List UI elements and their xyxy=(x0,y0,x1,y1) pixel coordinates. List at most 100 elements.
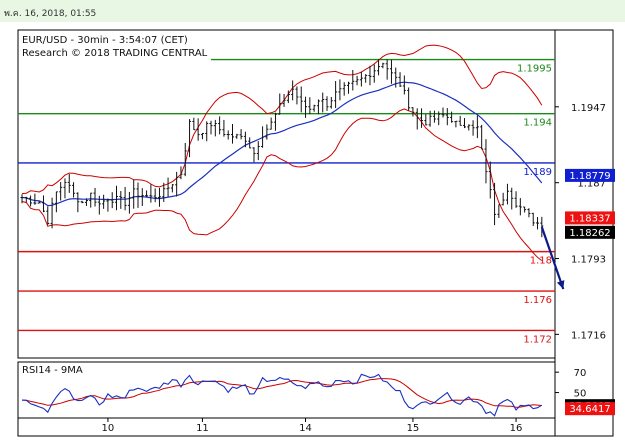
x-tick-label: 15 xyxy=(407,423,420,434)
candle xyxy=(441,107,445,118)
bollinger-lower xyxy=(21,108,543,261)
candle xyxy=(394,67,398,88)
candle xyxy=(29,195,33,207)
candle xyxy=(514,191,518,208)
candle xyxy=(493,182,497,226)
candle xyxy=(213,119,217,137)
price-tag-label: 1.18262 xyxy=(569,228,610,239)
candle xyxy=(355,75,359,86)
candle xyxy=(20,194,24,204)
candle xyxy=(200,132,204,140)
candle xyxy=(342,82,346,96)
price-tag-bg xyxy=(565,168,615,182)
forecast-arrowhead xyxy=(556,280,565,290)
candle xyxy=(389,59,393,84)
candle xyxy=(54,191,58,213)
bollinger-upper xyxy=(21,44,543,195)
candle xyxy=(458,115,462,126)
y-tick-label: 1.1793 xyxy=(571,255,606,266)
candle xyxy=(188,119,192,158)
candle xyxy=(505,183,509,205)
candle xyxy=(183,142,187,177)
x-tick-label: 11 xyxy=(196,423,209,434)
candle xyxy=(115,185,119,211)
level-label-1.194: 1.194 xyxy=(523,118,552,129)
candle xyxy=(205,121,209,142)
candle xyxy=(321,92,325,113)
candle xyxy=(372,64,376,83)
candle xyxy=(432,110,436,123)
price-tag-bg xyxy=(565,225,615,239)
level-label-1.18: 1.18 xyxy=(530,256,552,267)
candle xyxy=(231,124,235,144)
candle xyxy=(136,182,140,208)
candle xyxy=(402,75,406,95)
rsi-label: RSI14 - 9MA xyxy=(22,365,83,376)
candle xyxy=(364,74,368,83)
candle xyxy=(265,124,269,140)
x-tick-label: 10 xyxy=(102,423,115,434)
candle xyxy=(153,188,157,203)
candle xyxy=(480,124,484,150)
candle xyxy=(59,181,63,201)
candle xyxy=(291,80,295,101)
candle xyxy=(424,114,428,126)
candle xyxy=(273,112,277,131)
candle xyxy=(377,59,381,76)
candle xyxy=(484,139,488,184)
candle xyxy=(368,65,372,86)
candle xyxy=(286,90,290,104)
candle xyxy=(196,118,200,141)
candle xyxy=(166,177,170,198)
x-tick-label: 14 xyxy=(299,423,312,434)
candle xyxy=(170,184,174,193)
level-label-1.176: 1.176 xyxy=(523,295,552,306)
candle xyxy=(471,120,475,136)
candle xyxy=(304,96,308,118)
candle xyxy=(218,116,222,135)
candle xyxy=(127,192,131,214)
candle xyxy=(239,129,243,140)
candle xyxy=(325,96,329,111)
candle xyxy=(140,188,144,207)
candle xyxy=(437,111,441,126)
candle xyxy=(119,191,123,209)
candle xyxy=(523,206,527,213)
candle xyxy=(89,192,93,208)
level-label-1.172: 1.172 xyxy=(523,334,552,345)
candle xyxy=(411,107,415,117)
candle xyxy=(76,192,80,213)
price-tag-label: 1.18779 xyxy=(569,171,610,182)
rsi-ma-line xyxy=(21,378,542,408)
candle xyxy=(497,204,501,219)
y-tick-label: 1.1716 xyxy=(571,330,606,341)
chart-title: EUR/USD - 30min - 3:54:07 (CET) xyxy=(22,35,188,46)
price-panel xyxy=(17,29,556,359)
candle xyxy=(97,195,101,215)
y-tick-label: 1.1947 xyxy=(571,103,606,114)
y-tick-label: 1.187 xyxy=(577,179,606,190)
candle xyxy=(359,71,363,87)
candle xyxy=(445,108,449,126)
candle xyxy=(145,190,149,197)
candle xyxy=(192,117,196,131)
candle xyxy=(67,173,71,193)
candle xyxy=(510,187,514,210)
candle xyxy=(346,81,350,94)
candle xyxy=(329,96,333,109)
candle xyxy=(398,72,402,88)
candle xyxy=(132,179,136,209)
x-tick-label: 16 xyxy=(510,423,523,434)
candle xyxy=(518,198,522,216)
price-tag-label: 34.6417 xyxy=(569,404,610,415)
candle xyxy=(222,119,226,137)
timestamp-label: พ.ค. 16, 2018, 01:55 xyxy=(4,9,97,19)
candle xyxy=(407,87,411,111)
candle xyxy=(299,86,303,113)
price-tag-bg xyxy=(565,211,615,225)
candle xyxy=(149,184,153,203)
candle xyxy=(175,171,179,197)
candle xyxy=(351,69,355,91)
chart-subtitle: Research © 2018 TRADING CENTRAL xyxy=(22,48,208,59)
